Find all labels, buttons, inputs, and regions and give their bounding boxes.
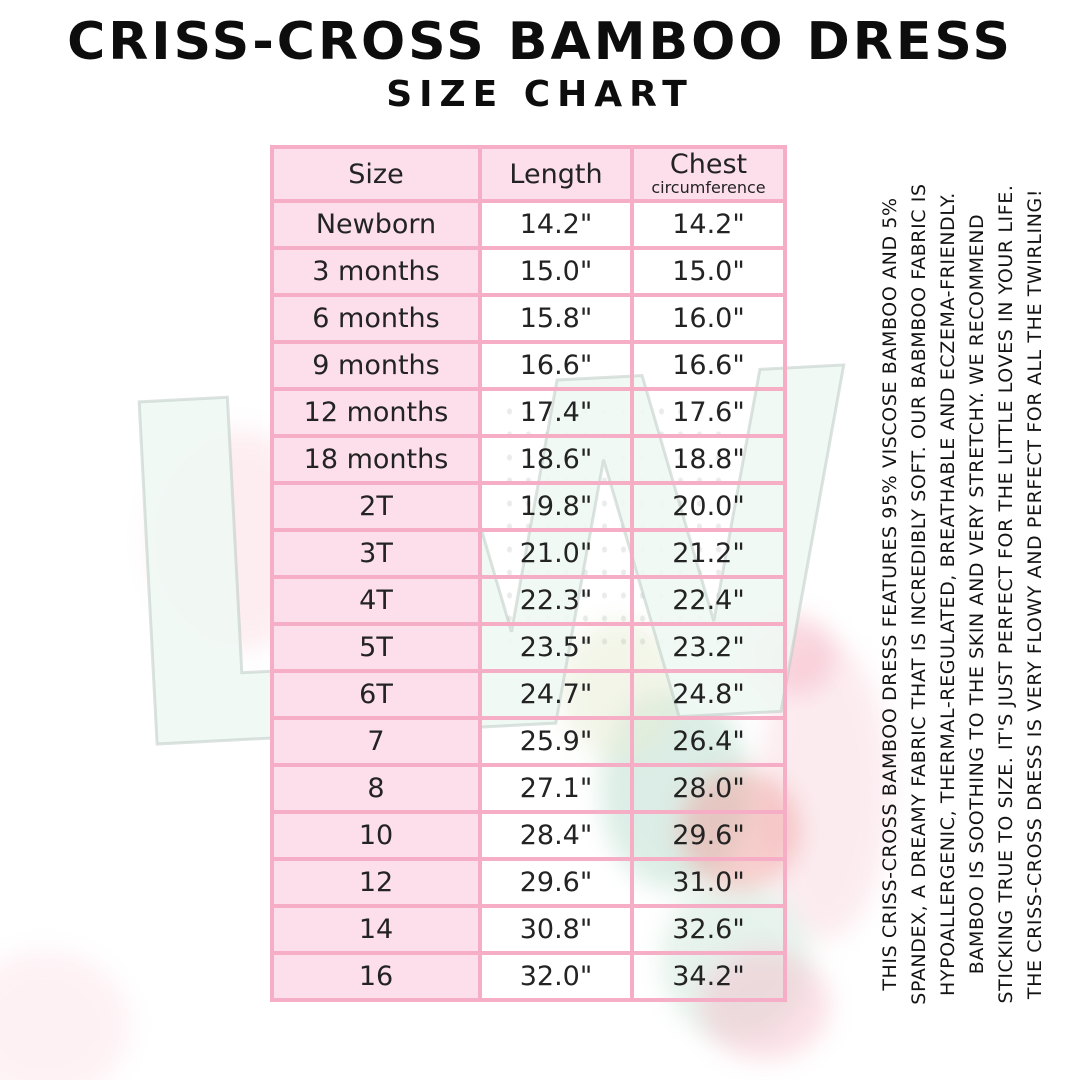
- table-row: 18 months 18.6" 18.8": [270, 434, 787, 485]
- chest-cell: 23.2": [630, 622, 787, 673]
- col-header-chest: Chest circumference: [630, 145, 787, 203]
- length-cell: 22.3": [478, 575, 634, 626]
- length-cell: 28.4": [478, 810, 634, 861]
- size-cell: 10: [270, 810, 482, 861]
- chest-cell: 31.0": [630, 857, 787, 908]
- length-cell: 30.8": [478, 904, 634, 955]
- length-cell: 21.0": [478, 528, 634, 579]
- table-row: 16 32.0" 34.2": [270, 951, 787, 1002]
- note-line: THIS CRISS-CROSS BAMBOO DRESS FEATURES 9…: [879, 197, 901, 991]
- table-row: 10 28.4" 29.6": [270, 810, 787, 861]
- chest-cell: 32.6": [630, 904, 787, 955]
- size-cell: 14: [270, 904, 482, 955]
- size-cell: 6 months: [270, 293, 482, 344]
- col-header-chest-label: Chest: [669, 149, 748, 181]
- chest-cell: 14.2": [630, 199, 787, 250]
- page-subtitle: SIZE CHART: [386, 74, 694, 115]
- size-cell: 8: [270, 763, 482, 814]
- table-header-row: Size Length Chest circumference: [270, 145, 787, 203]
- table-row: 4T 22.3" 22.4": [270, 575, 787, 626]
- size-cell: Newborn: [270, 199, 482, 250]
- size-cell: 5T: [270, 622, 482, 673]
- note-line: HYPOALLERGENIC, THERMAL-REGULATED, BREAT…: [937, 192, 959, 996]
- size-table-body: Newborn 14.2" 14.2" 3 months 15.0" 15.0" 6 mon…: [270, 199, 787, 1002]
- length-cell: 14.2": [478, 199, 634, 250]
- table-row: Newborn 14.2" 14.2": [270, 199, 787, 250]
- note-line: BAMBOO IS SOOTHING TO THE SKIN AND VERY …: [966, 213, 988, 975]
- size-cell: 2T: [270, 481, 482, 532]
- length-cell: 23.5": [478, 622, 634, 673]
- length-cell: 15.8": [478, 293, 634, 344]
- col-header-size: Size: [270, 145, 482, 203]
- size-cell: 7: [270, 716, 482, 767]
- chest-cell: 28.0": [630, 763, 787, 814]
- length-cell: 16.6": [478, 340, 634, 391]
- size-cell: 6T: [270, 669, 482, 720]
- table-row: 14 30.8" 32.6": [270, 904, 787, 955]
- length-cell: 32.0": [478, 951, 634, 1002]
- chest-cell: 22.4": [630, 575, 787, 626]
- note-line: THE CRISS-CROSS DRESS IS VERY FLOWY AND …: [1024, 188, 1046, 1000]
- table-row: 2T 19.8" 20.0": [270, 481, 787, 532]
- table-row: 6T 24.7" 24.8": [270, 669, 787, 720]
- page-title: CRISS-CROSS BAMBOO DRESS: [67, 12, 1013, 72]
- size-cell: 3 months: [270, 246, 482, 297]
- table-row: 5T 23.5" 23.2": [270, 622, 787, 673]
- size-cell: 9 months: [270, 340, 482, 391]
- table-row: 8 27.1" 28.0": [270, 763, 787, 814]
- table-row: 12 29.6" 31.0": [270, 857, 787, 908]
- chest-cell: 26.4": [630, 716, 787, 767]
- length-cell: 17.4": [478, 387, 634, 438]
- length-cell: 27.1": [478, 763, 634, 814]
- length-cell: 15.0": [478, 246, 634, 297]
- chest-cell: 20.0": [630, 481, 787, 532]
- length-cell: 19.8": [478, 481, 634, 532]
- product-description-vertical: THIS CRISS-CROSS BAMBOO DRESS FEATURES 9…: [877, 111, 1049, 1077]
- col-header-chest-subline: circumference: [651, 178, 766, 198]
- col-header-length: Length: [478, 145, 634, 203]
- size-cell: 16: [270, 951, 482, 1002]
- chest-cell: 29.6": [630, 810, 787, 861]
- size-table: Size Length Chest circumference Newborn 1…: [270, 145, 787, 1002]
- size-cell: 12 months: [270, 387, 482, 438]
- chest-cell: 24.8": [630, 669, 787, 720]
- size-cell: 18 months: [270, 434, 482, 485]
- watermark-pink-wash: [0, 950, 130, 1080]
- note-line: STICKING TRUE TO SIZE. IT'S JUST PERFECT…: [995, 184, 1017, 1004]
- chest-cell: 18.8": [630, 434, 787, 485]
- length-cell: 29.6": [478, 857, 634, 908]
- table-row: 6 months 15.8" 16.0": [270, 293, 787, 344]
- chest-cell: 17.6": [630, 387, 787, 438]
- table-row: 12 months 17.4" 17.6": [270, 387, 787, 438]
- table-row: 3T 21.0" 21.2": [270, 528, 787, 579]
- table-row: 9 months 16.6" 16.6": [270, 340, 787, 391]
- chest-cell: 21.2": [630, 528, 787, 579]
- chest-cell: 16.6": [630, 340, 787, 391]
- size-cell: 4T: [270, 575, 482, 626]
- note-line: SPANDEX, A DREAMY FABRIC THAT IS INCREDI…: [908, 183, 930, 1005]
- size-cell: 3T: [270, 528, 482, 579]
- size-cell: 12: [270, 857, 482, 908]
- length-cell: 25.9": [478, 716, 634, 767]
- table-row: 3 months 15.0" 15.0": [270, 246, 787, 297]
- chest-cell: 34.2": [630, 951, 787, 1002]
- table-row: 7 25.9" 26.4": [270, 716, 787, 767]
- chest-cell: 15.0": [630, 246, 787, 297]
- length-cell: 24.7": [478, 669, 634, 720]
- length-cell: 18.6": [478, 434, 634, 485]
- chest-cell: 16.0": [630, 293, 787, 344]
